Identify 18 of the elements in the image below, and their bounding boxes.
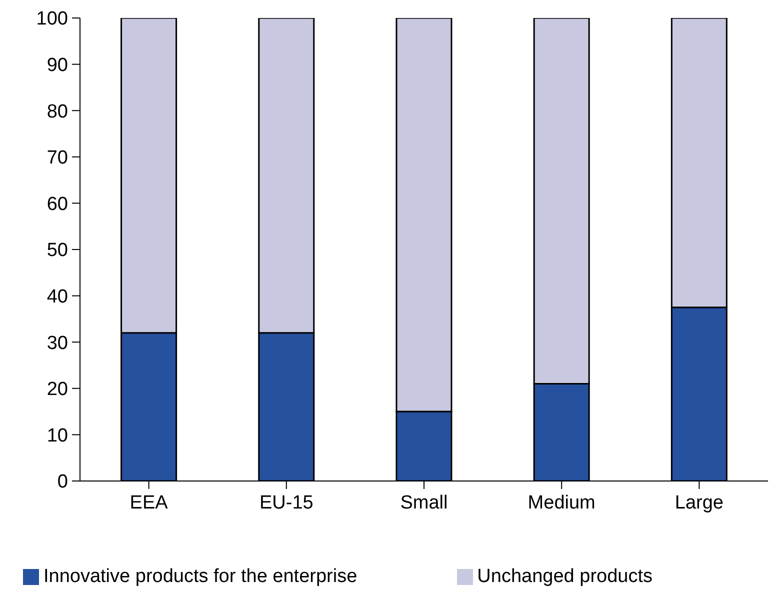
y-tick-label: 90 [46,55,68,76]
y-tick-label: 60 [46,194,68,215]
y-tick-label: 20 [46,379,68,400]
x-tick-label: Large [674,492,724,514]
x-tick-label: EEA [130,492,168,514]
legend-label: Innovative products for the enterprise [43,566,358,587]
y-tick-label: 50 [46,240,68,262]
legend-label: Unchanged products [477,566,653,587]
y-tick-label: 80 [46,101,68,122]
x-tick-label: Medium [528,492,596,514]
y-tick-label: 100 [36,8,68,30]
y-tick-label: 70 [46,148,68,169]
x-tick-label: Small [400,492,448,514]
y-tick-label: 10 [46,425,68,446]
x-tick-label: EU-15 [259,492,314,514]
y-tick-label: 30 [46,332,68,354]
y-tick-label: 40 [46,286,68,308]
y-tick-label: 0 [57,472,68,493]
